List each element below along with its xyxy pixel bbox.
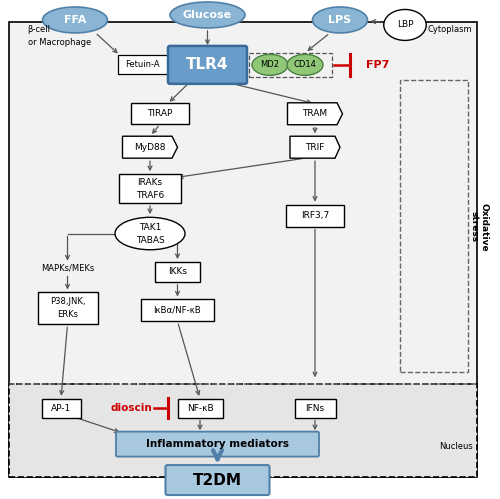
Bar [400, 80, 468, 372]
Text: T2DM: T2DM [193, 473, 242, 488]
Ellipse shape [42, 7, 108, 33]
Bar [249, 53, 332, 77]
FancyBboxPatch shape [166, 465, 270, 495]
FancyBboxPatch shape [116, 432, 319, 457]
Ellipse shape [115, 218, 185, 250]
Polygon shape [122, 136, 178, 158]
Bar [9, 384, 476, 477]
Text: TIRAP: TIRAP [148, 109, 172, 118]
Text: TRAM: TRAM [302, 109, 328, 118]
Bar [142, 299, 214, 321]
Text: IκBα/NF-κB: IκBα/NF-κB [154, 306, 202, 315]
FancyBboxPatch shape [168, 46, 247, 84]
Text: Nucleus: Nucleus [439, 442, 472, 451]
Text: Fetuin-A: Fetuin-A [125, 60, 160, 69]
Text: FFA: FFA [64, 15, 86, 25]
Text: AP-1: AP-1 [51, 404, 71, 413]
Polygon shape [290, 136, 340, 158]
Text: IKKs: IKKs [168, 267, 187, 276]
Ellipse shape [384, 9, 426, 40]
Ellipse shape [252, 54, 288, 75]
Text: ERKs: ERKs [57, 310, 78, 319]
Bar [286, 205, 344, 227]
Text: P38,JNK,: P38,JNK, [50, 297, 85, 306]
Ellipse shape [287, 54, 323, 75]
Bar [294, 399, 336, 418]
Text: LPS: LPS [328, 15, 351, 25]
Text: dioscin: dioscin [110, 403, 152, 413]
Text: IRF3,7: IRF3,7 [301, 211, 329, 220]
Text: LBP: LBP [397, 20, 413, 29]
Text: TRAF6: TRAF6 [136, 191, 164, 200]
Text: Glucose: Glucose [183, 10, 232, 20]
Text: IRAKs: IRAKs [138, 178, 162, 187]
Bar [119, 174, 181, 203]
Text: TLR4: TLR4 [186, 57, 229, 72]
Bar [155, 262, 200, 282]
Text: MAPKs/MEKs: MAPKs/MEKs [41, 264, 94, 273]
Bar [131, 103, 189, 124]
Ellipse shape [312, 7, 368, 33]
Text: TABAS: TABAS [136, 236, 164, 245]
Text: MD2: MD2 [260, 60, 280, 69]
Bar [42, 399, 80, 418]
Text: Inflammatory mediators: Inflammatory mediators [146, 439, 289, 449]
Bar [178, 399, 222, 418]
Text: FP7: FP7 [366, 60, 389, 70]
Text: IFNs: IFNs [306, 404, 324, 413]
Ellipse shape [170, 2, 245, 28]
Text: NF-κB: NF-κB [186, 404, 214, 413]
Text: TAK1: TAK1 [139, 223, 161, 232]
Text: CD14: CD14 [294, 60, 316, 69]
Bar [38, 292, 98, 324]
Text: TRIF: TRIF [306, 143, 324, 152]
Text: or Macrophage: or Macrophage [28, 38, 91, 47]
Text: Oxidative
stress: Oxidative stress [470, 203, 488, 251]
Text: Cytoplasm: Cytoplasm [428, 25, 472, 34]
Polygon shape [288, 103, 343, 125]
Bar [118, 55, 168, 74]
Text: MyD88: MyD88 [134, 143, 166, 152]
Text: β-cell: β-cell [28, 25, 50, 34]
